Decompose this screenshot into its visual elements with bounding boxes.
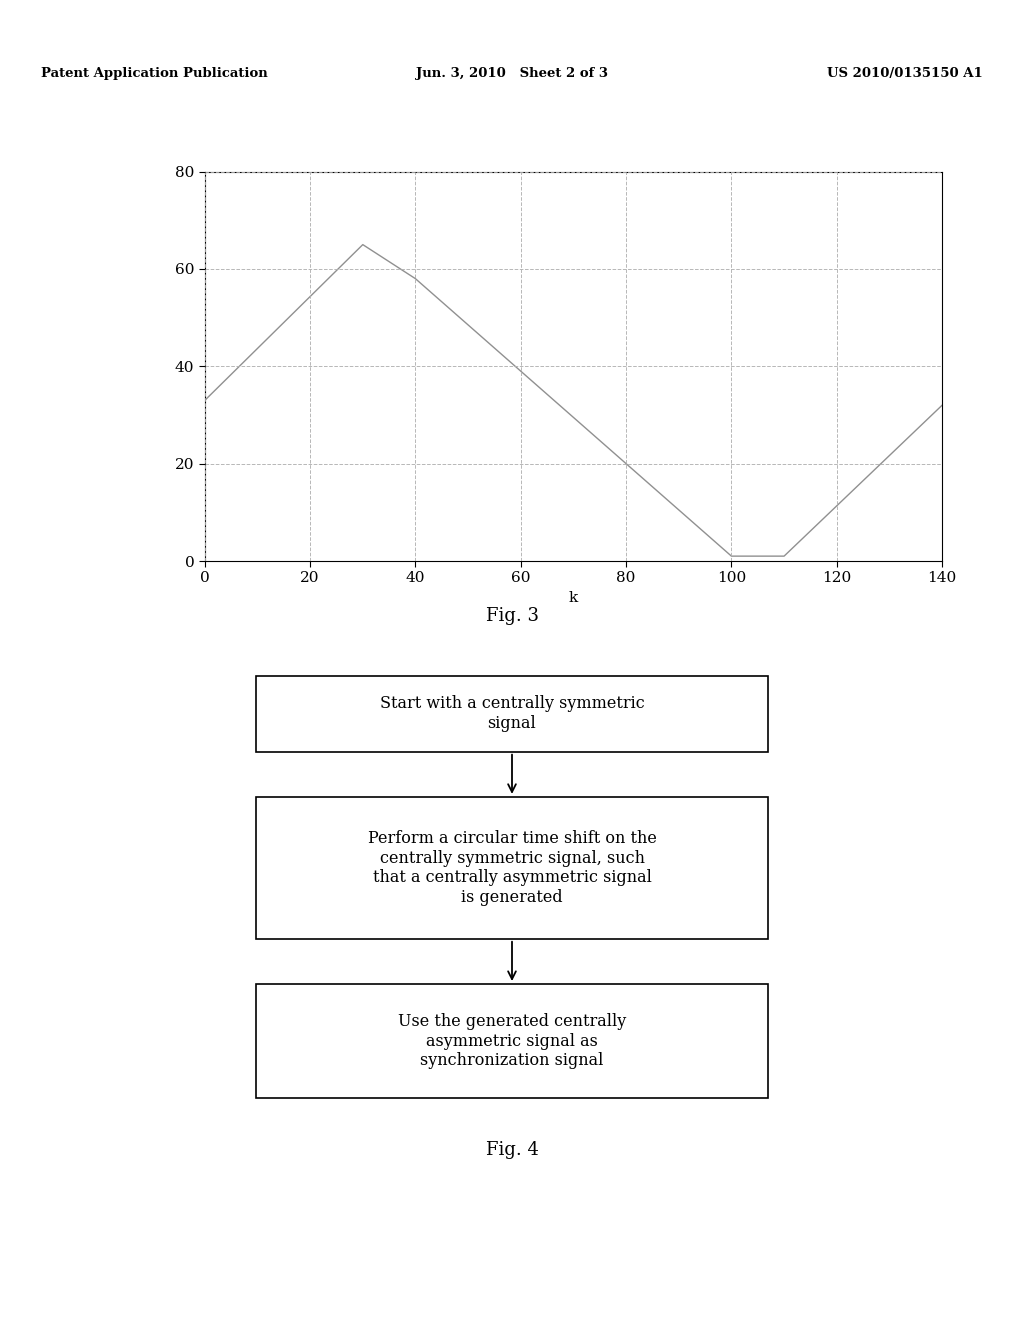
FancyBboxPatch shape bbox=[256, 983, 768, 1098]
Text: Patent Application Publication: Patent Application Publication bbox=[41, 67, 267, 81]
FancyBboxPatch shape bbox=[256, 676, 768, 752]
Text: US 2010/0135150 A1: US 2010/0135150 A1 bbox=[827, 67, 983, 81]
Text: Use the generated centrally
asymmetric signal as
synchronization signal: Use the generated centrally asymmetric s… bbox=[398, 1012, 626, 1069]
X-axis label: k: k bbox=[568, 591, 579, 605]
Text: Start with a centrally symmetric
signal: Start with a centrally symmetric signal bbox=[380, 696, 644, 731]
FancyBboxPatch shape bbox=[256, 797, 768, 939]
Text: Jun. 3, 2010   Sheet 2 of 3: Jun. 3, 2010 Sheet 2 of 3 bbox=[416, 67, 608, 81]
Text: Fig. 4: Fig. 4 bbox=[485, 1142, 539, 1159]
Text: Fig. 3: Fig. 3 bbox=[485, 607, 539, 626]
Text: Perform a circular time shift on the
centrally symmetric signal, such
that a cen: Perform a circular time shift on the cen… bbox=[368, 830, 656, 906]
